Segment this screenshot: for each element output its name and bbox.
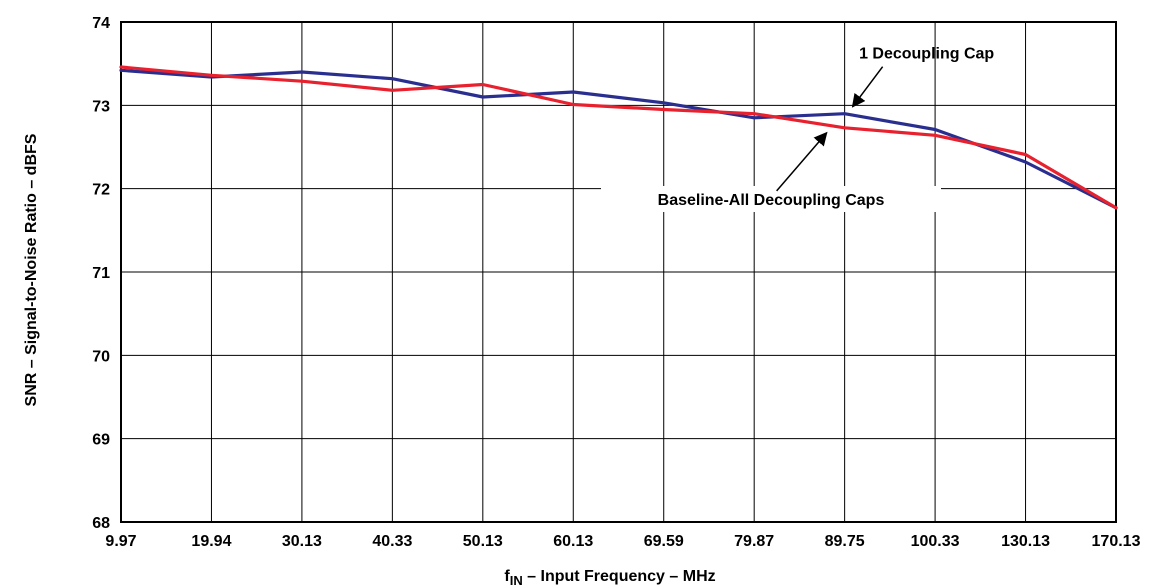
series-line-baseline-all-decoupling-caps (119, 65, 1118, 210)
annotation-arrow-baseline (776, 131, 828, 192)
x-tick-label: 30.13 (282, 533, 322, 550)
x-tick-label: 40.33 (372, 533, 412, 550)
y-tick-label: 69 (92, 432, 110, 449)
x-tick-label: 60.13 (553, 533, 593, 550)
plot-frame (120, 21, 1117, 523)
y-axis-title: SNR – Signal-to-Noise Ratio – dBFS (23, 133, 40, 406)
series-line-one-decoupling-cap (119, 68, 1118, 210)
annotation-label-background (601, 186, 941, 212)
x-tick-label: 9.97 (105, 533, 136, 550)
x-axis-title: fIN – Input Frequency – MHz (504, 568, 715, 588)
y-tick-label: 68 (92, 515, 110, 532)
y-tick-label: 74 (92, 15, 110, 32)
annotation-arrow-one-decoupling-cap (851, 66, 884, 108)
x-tick-label: 100.33 (911, 533, 960, 550)
y-tick-label: 70 (92, 348, 110, 365)
x-tick-label: 89.75 (825, 533, 865, 550)
y-tick-label: 73 (92, 98, 110, 115)
y-tick-label: 71 (92, 265, 110, 282)
x-tick-label: 130.13 (1001, 533, 1050, 550)
x-tick-label: 170.13 (1092, 533, 1141, 550)
x-tick-label: 50.13 (463, 533, 503, 550)
data-series (119, 65, 1118, 210)
x-tick-label: 79.87 (734, 533, 774, 550)
x-tick-label: 19.94 (191, 533, 231, 550)
annotation-label-one-decoupling-cap: 1 Decoupling Cap (859, 46, 994, 63)
annotations: 1 Decoupling Cap Baseline-All Decoupling … (601, 46, 994, 212)
y-tick-labels: 68 69 70 71 72 73 74 (92, 15, 110, 532)
x-tick-label: 69.59 (644, 533, 684, 550)
x-axis-title-main: f (504, 568, 510, 585)
y-tick-label: 72 (92, 182, 110, 199)
x-tick-labels: 9.97 19.94 30.13 40.33 50.13 60.13 69.59 79.87 8… (105, 533, 1140, 550)
annotation-label-baseline: Baseline-All Decoupling Caps (658, 192, 885, 209)
x-axis-title-subscript: IN (510, 573, 523, 588)
x-axis-title-rest: – Input Frequency – MHz (523, 568, 716, 585)
